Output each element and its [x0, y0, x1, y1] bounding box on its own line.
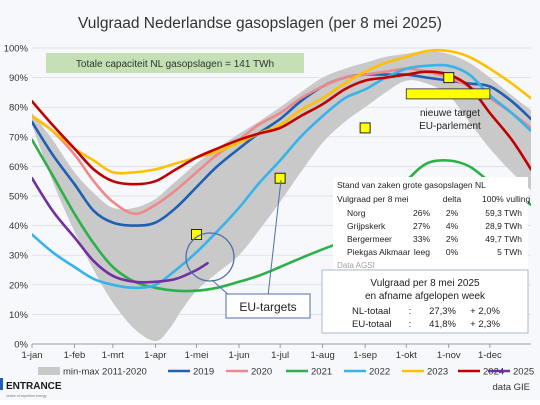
y-tick-label: 40%: [9, 221, 29, 232]
entrance-logo: ENTRANCE: [6, 381, 62, 392]
eu-targets-label: EU-targets: [239, 300, 296, 314]
summary-cell: + 2,3%: [470, 319, 500, 330]
eu-target-marker: [443, 72, 455, 84]
legend: min-max 2011-2020 2019 2020 2021 2022 2023 202…: [38, 367, 534, 378]
y-axis-ticks: 0% 10% 20% 30% 40% 50% 60% 70% 80% 90% 100%: [4, 44, 29, 351]
x-tick-label: 1-aug: [310, 350, 334, 361]
x-tick-label: 1-apr: [144, 350, 166, 361]
summary-box-frame: [321, 269, 529, 334]
table-cell: leeg: [414, 247, 430, 257]
table-cell: 0%: [446, 247, 459, 257]
legend-label: min-max 2011-2020: [63, 367, 147, 378]
y-tick-label: 0%: [14, 340, 28, 351]
y-tick-label: 70%: [9, 132, 29, 143]
y-tick-label: 30%: [9, 251, 29, 262]
legend-label: 2020: [251, 367, 272, 378]
x-tick-label: 1-mei: [185, 350, 209, 361]
footer: ENTRANCE centre of expertise energy data…: [0, 378, 530, 398]
summary-cell: 27,3%: [429, 306, 456, 317]
y-tick-label: 10%: [9, 310, 29, 321]
summary-cell: 41,8%: [429, 319, 456, 330]
x-tick-label: 1-feb: [64, 350, 86, 361]
storage-table-rows: Norg 26% 2% 59,3 TWh Grijpskerk 27% 4% 28,9 TWh…: [347, 208, 522, 257]
series-line-2022: [32, 63, 531, 290]
table-cell: 59,3 TWh: [485, 208, 522, 218]
series-line-2023: [32, 48, 531, 175]
x-tick-label: 1-nov: [437, 350, 461, 361]
table-cell: Norg: [347, 208, 366, 218]
entrance-logo-mark: [0, 378, 3, 390]
storage-table-title: Stand van zaken grote gasopslagen NL: [337, 180, 486, 190]
y-tick-label: 20%: [9, 280, 29, 291]
summary-line-2: en afname afgelopen week: [365, 291, 486, 302]
series-line-2021: [32, 138, 531, 293]
data-source: data GIE: [493, 382, 531, 393]
table-cell: 33%: [413, 234, 430, 244]
table-cell: 49,7 TWh: [485, 234, 522, 244]
summary-rows: NL-totaal: 27,3% + 2,0% EU-totaal: 41,8% + 2,…: [352, 306, 501, 330]
x-tick-label: 1-okt: [396, 350, 417, 361]
summary-box: Vulgraad per 8 mei 2025 en afname afgelo…: [321, 269, 529, 334]
storage-table-box: [333, 177, 528, 269]
y-tick-label: 90%: [9, 73, 29, 84]
eu-target-markers: [191, 72, 455, 240]
legend-label: 2023: [427, 367, 448, 378]
storage-table-header-delta: delta: [443, 194, 462, 204]
table-cell: Piekgas Alkmaar: [347, 247, 410, 257]
eu-target-marker: [359, 122, 371, 134]
new-target-label-1: nieuwe target: [420, 108, 480, 119]
entrance-logo-subtitle: centre of expertise energy: [6, 394, 47, 398]
band-min-max-2011-2020: [32, 51, 531, 341]
legend-label: 2021: [311, 367, 332, 378]
eu-target-marker: [274, 172, 286, 184]
new-target-label-2: EU-parlement: [419, 121, 481, 132]
new-target-bar: [405, 88, 491, 100]
y-tick-label: 100%: [4, 44, 29, 55]
capacity-note: Totale capaciteit NL gasopslagen = 141 T…: [76, 59, 274, 70]
table-cell: Grijpskerk: [347, 221, 386, 231]
storage-table: Stand van zaken grote gasopslagen NL Vul…: [333, 177, 530, 270]
eu-targets-circle: [185, 232, 235, 282]
table-cell: 27%: [413, 221, 430, 231]
y-tick-label: 60%: [9, 162, 29, 173]
legend-swatch-band: [38, 367, 60, 375]
table-cell: Bergermeer: [347, 234, 392, 244]
eu-targets-box: [225, 293, 311, 319]
x-tick-label: 1-jan: [21, 350, 42, 361]
table-cell: 2%: [446, 234, 459, 244]
table-cell: 4%: [446, 221, 459, 231]
x-tick-label: 1-sep: [353, 350, 377, 361]
summary-cell: + 2,0%: [470, 306, 500, 317]
summary-cell: :: [409, 306, 412, 317]
table-cell: 5 TWh: [497, 247, 522, 257]
x-tick-label: 1-dec: [478, 350, 502, 361]
x-tick-label: 1-jul: [271, 350, 289, 361]
y-tick-label: 80%: [9, 103, 29, 114]
series-line-2025: [32, 176, 209, 284]
x-tick-label: 1-mrt: [102, 350, 125, 361]
summary-cell: NL-totaal: [352, 306, 391, 317]
summary-cell: :: [409, 319, 412, 330]
y-tick-label: 50%: [9, 192, 29, 203]
storage-table-header-1: Vulgraad per 8 mei: [337, 194, 409, 204]
x-axis-ticks: 1-jan 1-feb 1-mrt 1-apr 1-mei 1-jun 1-jul 1-aug…: [21, 343, 531, 361]
table-cell: 28,9 TWh: [485, 221, 522, 231]
x-tick-label: 1-jun: [228, 350, 249, 361]
summary-line-1: Vulgraad per 8 mei 2025: [370, 278, 480, 289]
legend-label: 2019: [193, 367, 214, 378]
legend-label: 2025: [513, 367, 534, 378]
table-cell: 26%: [413, 208, 430, 218]
chart-title: Vulgraad Nederlandse gasopslagen (per 8 …: [78, 15, 442, 32]
table-cell: 2%: [446, 208, 459, 218]
legend-label: 2022: [369, 367, 390, 378]
storage-table-source: Data AGSI: [337, 261, 375, 270]
eu-targets-arrow-2: [267, 179, 282, 297]
summary-cell: EU-totaal: [352, 319, 392, 330]
storage-table-header-capacity: 100% vulling: [482, 194, 530, 204]
capacity-note-box: [46, 53, 304, 73]
